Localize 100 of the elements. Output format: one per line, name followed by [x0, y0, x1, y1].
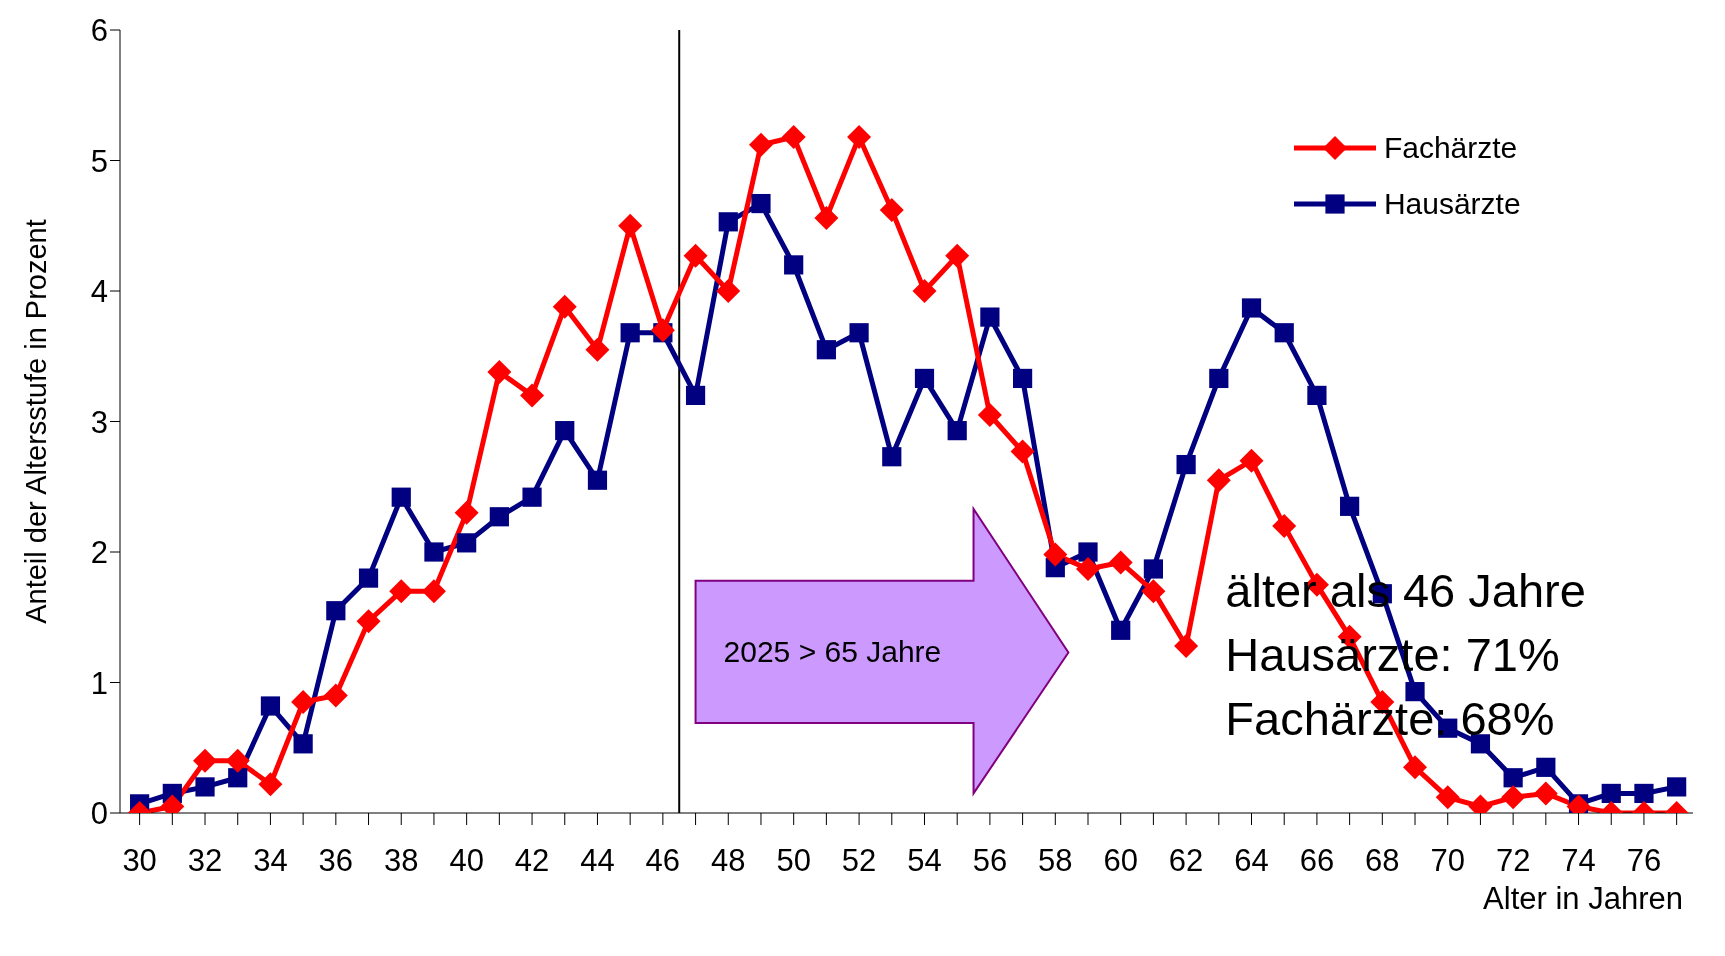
point — [522, 487, 542, 507]
point — [228, 768, 248, 788]
point — [1435, 785, 1460, 810]
point — [618, 213, 643, 238]
y-tick-label: 0 — [90, 796, 108, 832]
point — [552, 294, 577, 319]
x-axis-title: Alter in Jahren — [1483, 881, 1683, 917]
point — [1241, 298, 1262, 318]
y-tick-label: 1 — [90, 665, 108, 701]
y-axis-title: Anteil der Altersstufe in Prozent — [20, 219, 53, 624]
point — [1078, 542, 1098, 562]
x-tick-label: 48 — [711, 843, 746, 879]
point — [1143, 559, 1164, 579]
point — [882, 447, 902, 467]
point — [718, 212, 738, 232]
point — [520, 383, 545, 408]
x-tick-label: 58 — [1038, 843, 1073, 879]
point — [193, 748, 218, 773]
point — [457, 533, 477, 553]
x-tick-label: 40 — [449, 843, 484, 879]
point — [391, 487, 411, 507]
point — [1403, 755, 1428, 780]
point — [424, 542, 444, 562]
point — [1503, 768, 1523, 788]
x-tick-label: 66 — [1299, 843, 1335, 879]
point — [914, 368, 935, 389]
x-tick-label: 56 — [972, 843, 1008, 879]
point — [326, 601, 346, 621]
point — [389, 579, 414, 604]
x-tick-label: 62 — [1168, 843, 1204, 879]
point — [977, 402, 1002, 427]
point — [258, 772, 283, 797]
x-tick-label: 42 — [514, 843, 550, 879]
point — [1536, 757, 1556, 777]
point — [781, 125, 806, 150]
point — [356, 609, 381, 634]
point — [849, 323, 869, 343]
point — [260, 696, 281, 716]
point — [1340, 496, 1360, 516]
x-tick-label: 64 — [1234, 843, 1269, 879]
point — [1012, 368, 1033, 389]
x-tick-label: 30 — [122, 843, 157, 879]
y-tick-label: 5 — [90, 143, 108, 179]
legend-label: Hausärzte — [1383, 187, 1521, 221]
x-tick-label: 70 — [1430, 843, 1465, 879]
point — [1470, 734, 1491, 754]
point — [784, 255, 804, 275]
point — [1634, 783, 1654, 804]
point — [1501, 785, 1526, 810]
point — [1176, 454, 1196, 475]
point — [945, 243, 970, 268]
point — [1111, 620, 1131, 640]
x-tick-label: 74 — [1561, 843, 1596, 879]
point — [555, 421, 575, 441]
point — [587, 470, 608, 490]
annotation: 2025 > 65 Jahre — [723, 635, 942, 669]
point — [1272, 513, 1297, 538]
x-tick-label: 44 — [580, 843, 615, 879]
point — [716, 279, 741, 303]
point — [816, 340, 836, 360]
y-tick-label: 6 — [90, 13, 108, 49]
x-tick-label: 76 — [1626, 843, 1662, 879]
point — [912, 279, 937, 303]
point — [751, 193, 771, 214]
point — [225, 748, 250, 773]
x-tick-label: 34 — [253, 843, 288, 879]
y-tick-label: 4 — [90, 274, 108, 310]
x-tick-label: 54 — [907, 843, 942, 879]
point — [421, 579, 446, 604]
point — [1108, 550, 1133, 575]
point — [195, 777, 215, 797]
point — [1239, 448, 1264, 473]
legend-label: Fachärzte — [1383, 131, 1518, 165]
point — [1206, 468, 1231, 493]
point — [291, 690, 316, 715]
point — [1043, 542, 1068, 567]
point — [620, 323, 640, 343]
x-tick-label: 46 — [645, 843, 681, 879]
x-tick-label: 72 — [1495, 843, 1531, 879]
y-tick-label: 3 — [90, 404, 108, 440]
point — [1667, 777, 1687, 797]
point — [685, 385, 706, 405]
point — [847, 125, 872, 150]
point — [1533, 781, 1558, 806]
point — [293, 734, 313, 754]
point — [1307, 385, 1327, 405]
point — [454, 500, 479, 525]
point — [814, 205, 839, 230]
point — [1010, 439, 1035, 464]
point — [1274, 323, 1294, 343]
point — [879, 198, 904, 223]
point — [980, 307, 1000, 327]
x-tick-label: 36 — [318, 843, 354, 879]
point — [650, 318, 675, 343]
point — [585, 337, 610, 362]
point — [947, 421, 967, 441]
point — [683, 243, 708, 268]
x-tick-label: 32 — [187, 843, 223, 879]
point — [487, 359, 512, 384]
point — [1209, 368, 1229, 389]
